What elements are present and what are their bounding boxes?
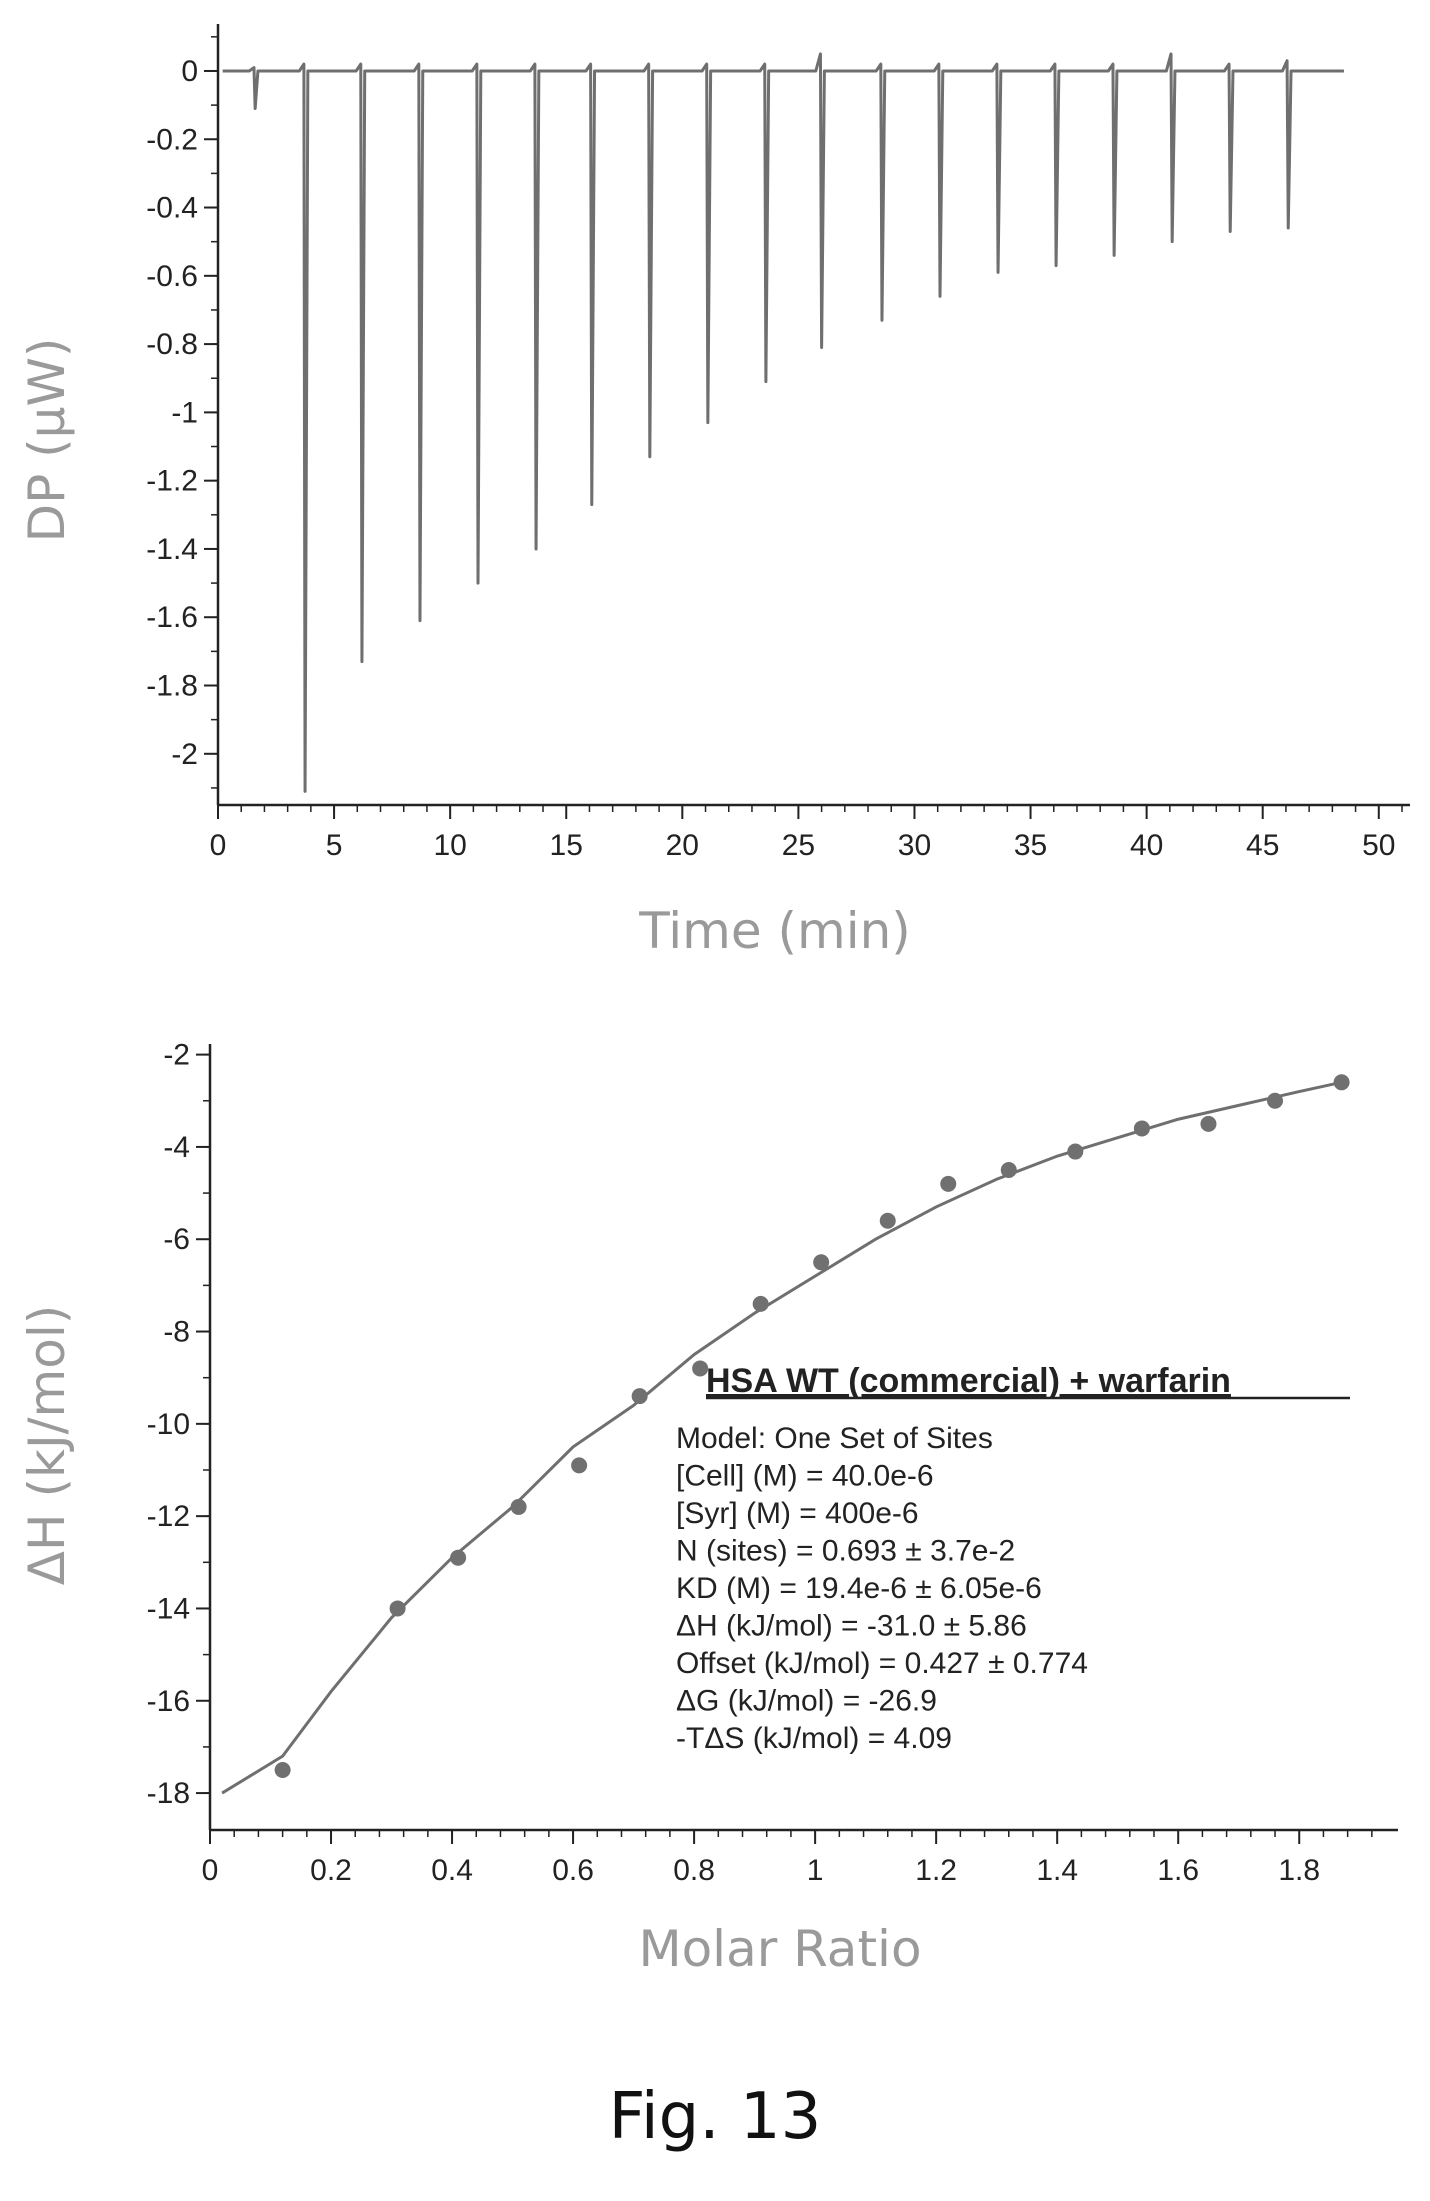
data-point	[510, 1498, 527, 1515]
fit-parameter-line: [Syr] (M) = 400e-6	[676, 1497, 919, 1530]
y-tick-label: -0.4	[146, 192, 198, 225]
data-point	[1067, 1143, 1084, 1160]
y-tick-label: -8	[163, 1316, 190, 1349]
y-tick-label: -2	[163, 1039, 190, 1072]
thermogram-y-ticks: 0 -0.2 -0.4 -0.6 -0.8 -1 -1.2 -1.4 -1.6 -1.8 -2	[146, 36, 218, 789]
data-point	[571, 1457, 588, 1474]
figure-caption: Fig. 13	[608, 2080, 822, 2154]
data-point	[879, 1212, 896, 1229]
x-tick-label: 50	[1362, 829, 1395, 862]
isotherm-x-ticks: 0 0.2 0.4 0.6 0.8 1 1.2 1.4 1.6 1.8	[202, 1830, 1373, 1887]
fit-parameters-box: HSA WT (commercial) + warfarin Model: On…	[676, 1362, 1350, 1755]
x-tick-label: 1	[807, 1854, 824, 1887]
y-tick-label: -18	[147, 1777, 190, 1810]
x-tick-label: 0.8	[673, 1854, 715, 1887]
thermogram-x-axis-label: Time (min)	[638, 902, 911, 960]
y-tick-label: -10	[147, 1408, 190, 1441]
x-tick-label: 1.6	[1157, 1854, 1199, 1887]
x-tick-label: 0.6	[552, 1854, 594, 1887]
fit-parameter-line: -TΔS (kJ/mol) = 4.09	[676, 1722, 952, 1755]
x-tick-label: 15	[550, 829, 583, 862]
data-point	[1267, 1092, 1284, 1109]
x-tick-label: 25	[782, 829, 815, 862]
data-point	[450, 1549, 467, 1566]
data-point	[389, 1600, 406, 1617]
thermogram-axes	[216, 24, 1410, 807]
data-point	[1133, 1120, 1150, 1137]
fit-parameters-title: HSA WT (commercial) + warfarin	[706, 1362, 1231, 1400]
thermogram-x-ticks: 0 5 10 15 20 25 30 35 40 45 50	[210, 805, 1403, 862]
y-tick-label: -2	[171, 738, 198, 771]
fit-parameter-line: [Cell] (M) = 40.0e-6	[676, 1460, 934, 1493]
x-tick-label: 0.4	[431, 1854, 473, 1887]
x-tick-label: 35	[1014, 829, 1047, 862]
isotherm-data-points	[274, 1074, 1350, 1778]
y-tick-label: -1.8	[146, 670, 198, 703]
fit-parameter-line: KD (M) = 19.4e-6 ± 6.05e-6	[676, 1572, 1042, 1605]
y-tick-label: -4	[163, 1131, 190, 1164]
data-point	[1200, 1115, 1217, 1132]
fit-parameter-line: ΔG (kJ/mol) = -26.9	[676, 1685, 937, 1718]
x-tick-label: 1.2	[915, 1854, 957, 1887]
y-tick-label: -1.6	[146, 601, 198, 634]
fit-parameter-line: ΔH (kJ/mol) = -31.0 ± 5.86	[676, 1610, 1027, 1643]
y-tick-label: -0.6	[146, 260, 198, 293]
y-tick-label: -0.8	[146, 328, 198, 361]
y-tick-label: -1	[171, 396, 198, 429]
isotherm-axes	[208, 1044, 1398, 1832]
data-point	[752, 1295, 769, 1312]
data-point	[274, 1762, 291, 1778]
x-tick-label: 10	[433, 829, 466, 862]
x-tick-label: 40	[1130, 829, 1163, 862]
x-tick-label: 1.8	[1278, 1854, 1320, 1887]
x-tick-label: 45	[1246, 829, 1279, 862]
y-tick-label: -0.2	[146, 123, 198, 156]
y-tick-label: -16	[147, 1685, 190, 1718]
data-point	[940, 1175, 957, 1192]
fit-parameter-line: Offset (kJ/mol) = 0.427 ± 0.774	[676, 1647, 1088, 1680]
fit-parameter-line: Model: One Set of Sites	[676, 1422, 993, 1455]
isotherm-x-axis-label: Molar Ratio	[638, 1920, 921, 1978]
data-point	[1333, 1074, 1350, 1091]
binding-isotherm-chart: 0 0.2 0.4 0.6 0.8 1 1.2 1.4 1.6 1.8 -2 -4 -6 -8 -10 -1…	[18, 1039, 1398, 1978]
thermogram-chart: 0 5 10 15 20 25 30 35 40 45 50 0 -0.2 -0.4 -0.6 -0.8 -1…	[18, 24, 1410, 960]
data-point	[813, 1254, 830, 1271]
fit-parameter-line: N (sites) = 0.693 ± 3.7e-2	[676, 1535, 1015, 1568]
thermogram-y-axis-label: DP (μW)	[18, 338, 76, 543]
thermogram-trace	[222, 52, 1344, 793]
x-tick-label: 5	[326, 829, 343, 862]
y-tick-label: -12	[147, 1500, 190, 1533]
x-tick-label: 0	[202, 1854, 219, 1887]
x-tick-label: 30	[898, 829, 931, 862]
thermogram-line	[222, 52, 1344, 793]
isotherm-y-axis-label: ΔH (kJ/mol)	[18, 1305, 76, 1585]
y-tick-label: -6	[163, 1223, 190, 1256]
y-tick-label: 0	[181, 55, 198, 88]
isotherm-y-ticks: -2 -4 -6 -8 -10 -12 -14 -16 -18	[147, 1039, 210, 1810]
y-tick-label: -1.2	[146, 465, 198, 498]
y-tick-label: -14	[147, 1592, 190, 1625]
data-point	[631, 1388, 648, 1405]
data-point	[1000, 1162, 1017, 1178]
data-point	[692, 1360, 709, 1377]
fit-parameters-lines: Model: One Set of Sites [Cell] (M) = 40.0…	[676, 1422, 1088, 1755]
x-tick-label: 0.2	[310, 1854, 352, 1887]
y-tick-label: -1.4	[146, 533, 198, 566]
x-tick-label: 0	[210, 829, 227, 862]
x-tick-label: 20	[666, 829, 699, 862]
x-tick-label: 1.4	[1036, 1854, 1078, 1887]
